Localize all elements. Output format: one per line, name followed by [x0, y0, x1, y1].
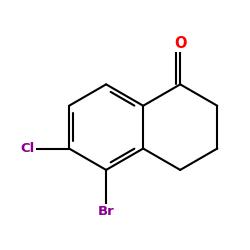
Text: Br: Br [98, 205, 114, 218]
Text: O: O [174, 36, 186, 51]
Text: Cl: Cl [20, 142, 35, 155]
